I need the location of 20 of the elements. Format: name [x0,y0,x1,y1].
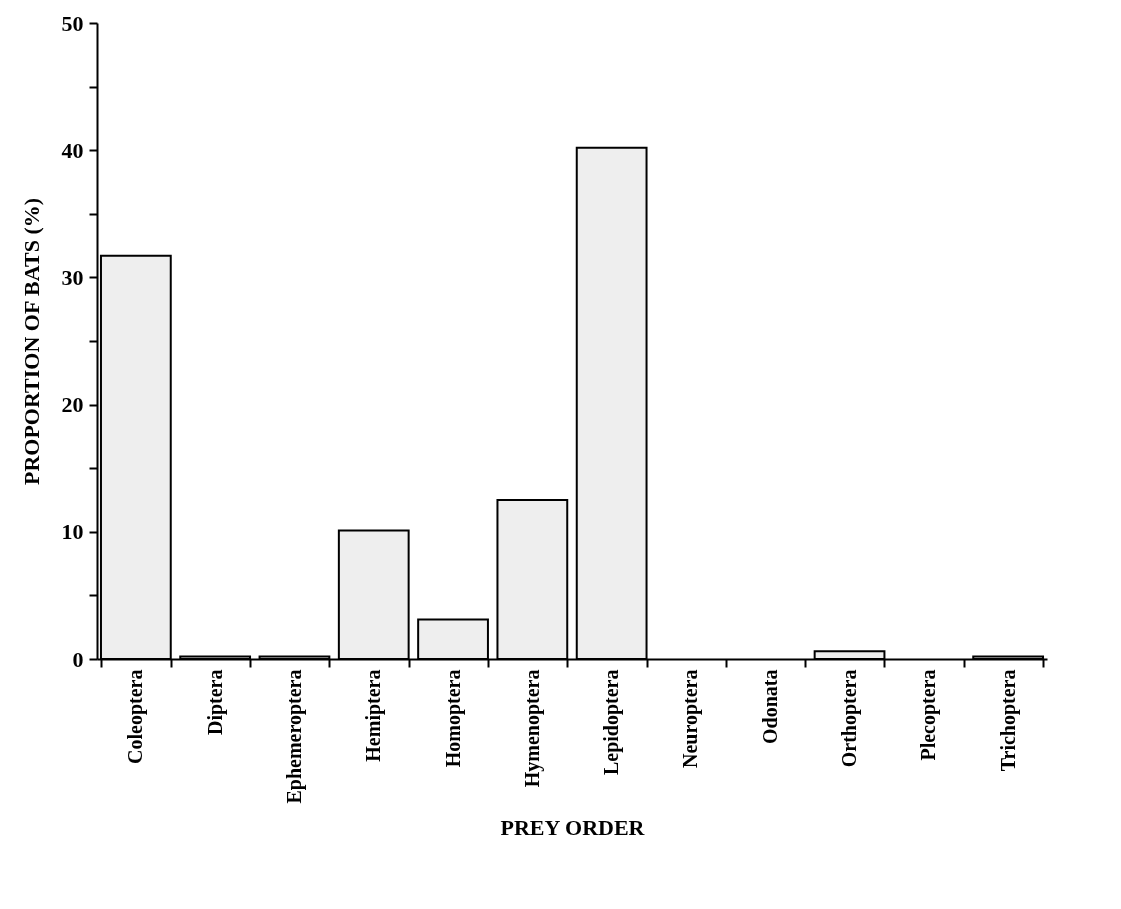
y-tick-label: 30 [61,264,84,290]
x-tick-label: Neuroptera [679,669,703,768]
y-tick-label: 20 [61,392,84,418]
y-tick-label: 10 [61,519,84,545]
y-axis-title: PROPORTION OF BATS (%) [18,197,44,486]
x-axis-title: PREY ORDER [500,814,646,840]
x-tick-label: Homoptera [441,669,465,768]
x-tick-label: Plecoptera [917,669,941,761]
x-tick-label: Ephemeroptera [282,669,306,804]
y-tick-label: 40 [61,137,84,163]
x-tick-label: Odonata [758,669,781,744]
x-tick-label: Orthoptera [838,669,862,768]
x-tick-label: Hymenoptera [520,669,544,788]
x-tick-label: Lepidoptera [600,669,624,776]
y-tick-label: 0 [72,646,84,672]
x-tick-label: Coleoptera [124,669,148,764]
x-tick-label: Hemiptera [362,669,386,762]
x-tick-label: Diptera [203,669,227,736]
y-tick-label: 50 [61,10,84,36]
x-tick-label: Trichoptera [996,669,1020,772]
